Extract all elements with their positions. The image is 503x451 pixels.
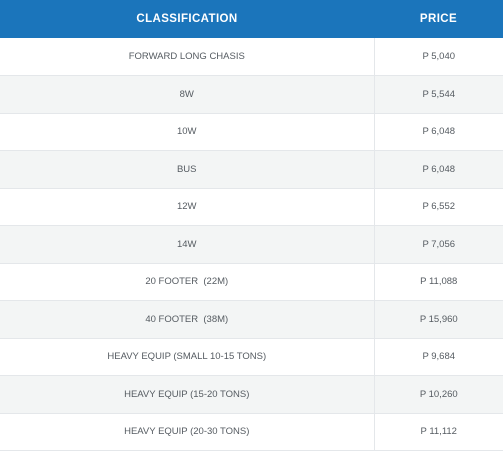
table-row: 10W P 6,048 <box>0 113 503 151</box>
price-cell: P 9,684 <box>373 338 503 376</box>
price-cell: P 6,552 <box>373 188 503 226</box>
classification-cell: HEAVY EQUIP (20-30 TONS) <box>0 413 374 451</box>
table-row: 8W P 5,544 <box>0 75 503 114</box>
classification-cell: 8W <box>0 75 374 114</box>
price-cell: P 11,088 <box>373 263 503 301</box>
table-row: 14W P 7,056 <box>0 225 503 264</box>
classification-cell: HEAVY EQUIP (SMALL 10-15 TONS) <box>0 338 374 376</box>
price-cell: P 11,112 <box>373 413 503 451</box>
price-cell: P 5,040 <box>373 38 503 76</box>
table-row: 40 FOOTER (38M) P 15,960 <box>0 300 503 339</box>
header-row: CLASSIFICATION PRICE <box>0 0 503 38</box>
classification-cell: 12W <box>0 188 374 226</box>
classification-column-header: CLASSIFICATION <box>136 13 238 25</box>
table-row: HEAVY EQUIP (15-20 TONS) P 10,260 <box>0 375 503 414</box>
classification-cell: FORWARD LONG CHASIS <box>0 38 374 76</box>
classification-cell: 40 FOOTER (38M) <box>0 300 374 339</box>
price-cell: P 6,048 <box>373 113 503 151</box>
price-cell: P 5,544 <box>373 75 503 114</box>
classification-cell: 20 FOOTER (22M) <box>0 263 374 301</box>
table-row: HEAVY EQUIP (SMALL 10-15 TONS) P 9,684 <box>0 338 503 376</box>
table-header: CLASSIFICATION PRICE <box>0 0 503 38</box>
classification-cell: 10W <box>0 113 374 151</box>
table-row: 20 FOOTER (22M) P 11,088 <box>0 263 503 301</box>
table-row: 12W P 6,552 <box>0 188 503 226</box>
classification-cell: HEAVY EQUIP (15-20 TONS) <box>0 375 374 414</box>
classification-cell: BUS <box>0 150 374 189</box>
table-row: FORWARD LONG CHASIS P 5,040 <box>0 38 503 76</box>
price-cell: P 15,960 <box>373 300 503 339</box>
price-column-header: PRICE <box>419 13 458 25</box>
table-body: FORWARD LONG CHASIS P 5,040 8W P 5,544 1… <box>0 38 503 451</box>
price-cell: P 6,048 <box>373 150 503 189</box>
classification-cell: 14W <box>0 225 374 264</box>
table-row: HEAVY EQUIP (20-30 TONS) P 11,112 <box>0 413 503 451</box>
table-row: BUS P 6,048 <box>0 150 503 189</box>
price-cell: P 7,056 <box>373 225 503 264</box>
price-cell: P 10,260 <box>373 375 503 414</box>
